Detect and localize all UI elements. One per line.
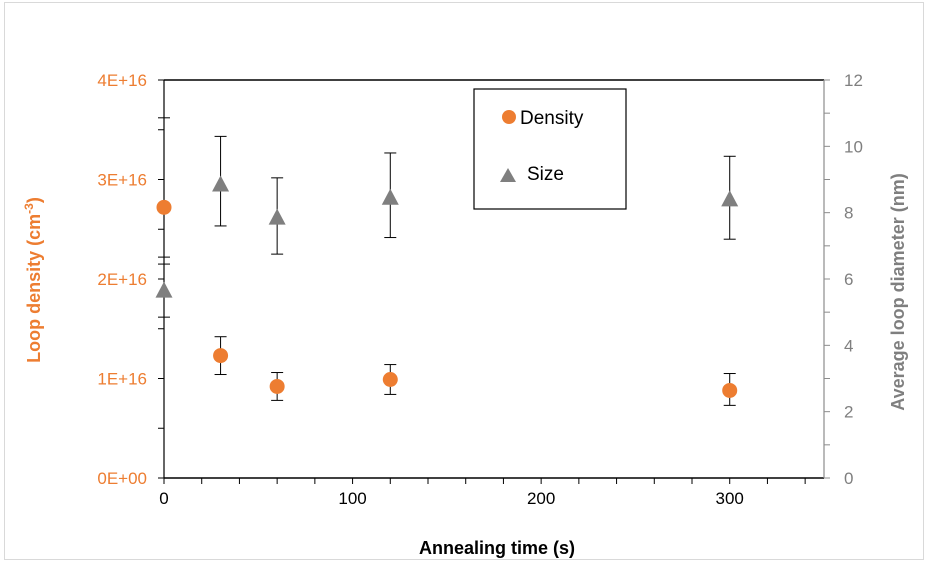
right-y-tick-label: 4 bbox=[844, 336, 853, 355]
size-point bbox=[381, 188, 399, 205]
size-point bbox=[155, 281, 173, 298]
left-y-tick-label: 4E+16 bbox=[97, 71, 147, 90]
left-y-axis-title: Loop density (cm-3) bbox=[22, 197, 44, 363]
x-tick-label: 300 bbox=[716, 489, 744, 508]
tick-labels: 0 100 200 300 0E+00 1E+16 2E+16 3E+16 4E+16 0 2 4 6 8… bbox=[97, 71, 863, 508]
right-y-axis-title: Average loop diameter (nm) bbox=[888, 173, 908, 410]
legend-box bbox=[473, 88, 627, 210]
density-point bbox=[722, 382, 738, 398]
left-y-axis-title-superscript: -3 bbox=[22, 203, 36, 214]
legend-size-label: Size bbox=[527, 164, 564, 185]
left-y-tick-label: 2E+16 bbox=[97, 270, 147, 289]
left-y-axis-title-close: ) bbox=[24, 197, 44, 203]
right-y-tick-label: 0 bbox=[844, 469, 853, 488]
right-y-tick-label: 10 bbox=[844, 137, 863, 156]
legend: Density Size bbox=[473, 88, 627, 210]
left-y-tick-label: 1E+16 bbox=[97, 370, 147, 389]
right-y-tick-label: 12 bbox=[844, 71, 863, 90]
x-axis-title: Annealing time (s) bbox=[419, 538, 575, 558]
density-point bbox=[382, 371, 398, 387]
size-point bbox=[268, 208, 286, 225]
data-marks bbox=[155, 117, 739, 406]
x-tick-label: 0 bbox=[159, 489, 168, 508]
right-y-tick-label: 6 bbox=[844, 270, 853, 289]
right-y-tick-label: 2 bbox=[844, 403, 853, 422]
density-point bbox=[156, 199, 172, 215]
right-y-tick-label: 8 bbox=[844, 204, 853, 223]
x-tick-label: 200 bbox=[527, 489, 555, 508]
x-tick-label: 100 bbox=[338, 489, 366, 508]
density-point bbox=[213, 348, 229, 364]
left-y-tick-label: 0E+00 bbox=[97, 469, 147, 488]
chart-frame bbox=[4, 2, 924, 560]
size-point bbox=[212, 175, 230, 192]
left-y-axis-title-main: Loop density (cm bbox=[24, 214, 44, 363]
legend-density-marker bbox=[502, 110, 516, 124]
legend-density-label: Density bbox=[520, 108, 584, 129]
legend-size-marker bbox=[500, 168, 516, 182]
size-point bbox=[721, 190, 739, 207]
density-point bbox=[269, 378, 285, 394]
left-y-tick-label: 3E+16 bbox=[97, 171, 147, 190]
